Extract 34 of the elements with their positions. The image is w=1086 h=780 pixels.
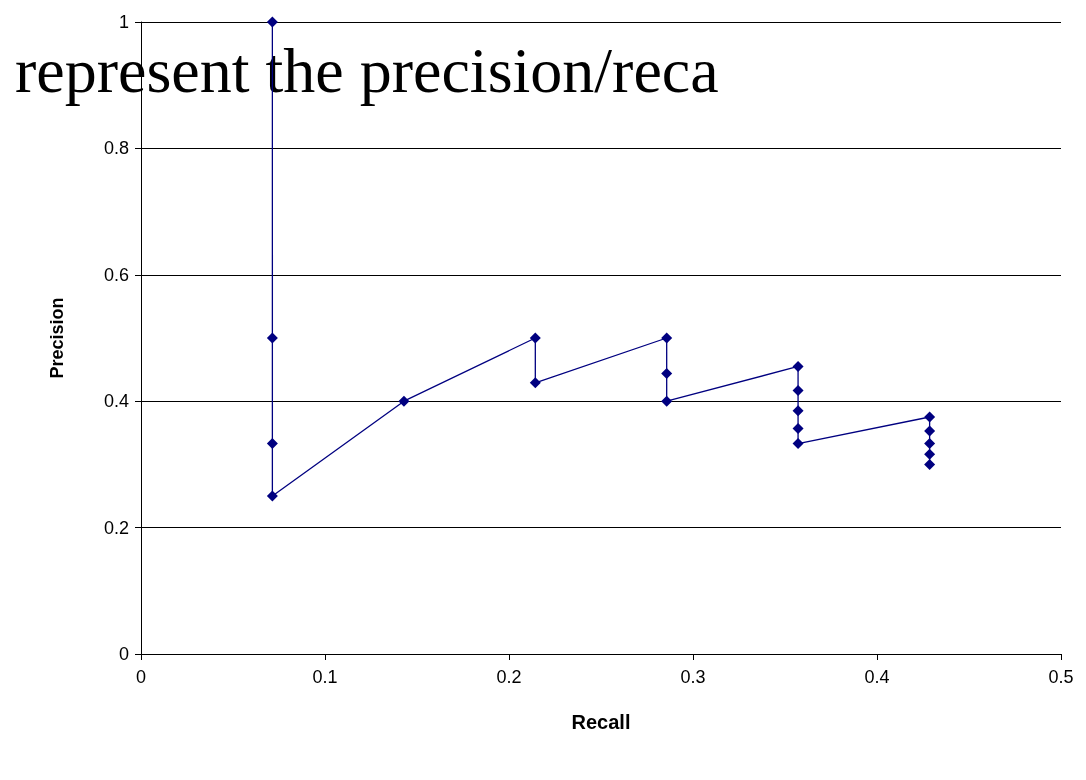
point: [924, 411, 936, 423]
point: [792, 360, 804, 372]
point: [792, 422, 804, 434]
point: [924, 425, 936, 437]
x-tick-label: 0: [135, 667, 147, 687]
y-tick-label: 0.4: [103, 391, 129, 412]
y-tick-label: 0.8: [103, 138, 129, 159]
point: [924, 458, 936, 470]
point: [661, 367, 673, 379]
point: [792, 438, 804, 450]
x-tick-label: 0.1: [312, 667, 338, 687]
point: [792, 384, 804, 396]
point: [398, 395, 410, 407]
point: [924, 438, 936, 450]
y-tick-label: 1: [118, 12, 129, 32]
point: [661, 395, 673, 407]
y-tick-label: 0.2: [103, 517, 129, 538]
point: [661, 332, 673, 344]
y-tick-label: 0.6: [103, 264, 129, 285]
y-tick-label: 0: [118, 644, 129, 664]
point: [529, 377, 541, 389]
x-axis-title: Recall: [571, 711, 631, 733]
point: [266, 490, 278, 502]
point: [266, 16, 278, 28]
x-tick-label: 0.4: [864, 667, 890, 687]
point: [924, 448, 936, 460]
point: [529, 332, 541, 344]
point: [266, 438, 278, 450]
x-tick-label: 0.5: [1048, 667, 1074, 687]
point: [792, 405, 804, 417]
y-axis-title: Precision: [47, 297, 67, 379]
x-tick-label: 0.2: [496, 667, 522, 687]
point: [266, 332, 278, 344]
x-tick-label: 0.3: [680, 667, 706, 687]
